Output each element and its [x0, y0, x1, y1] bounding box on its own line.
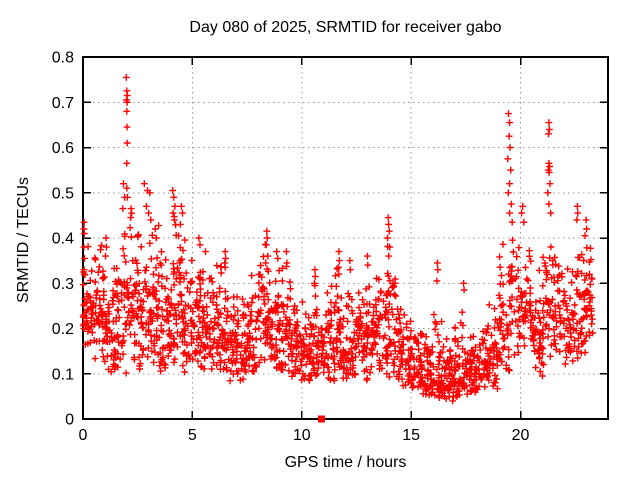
y-tick-label: 0.3 — [52, 276, 74, 293]
axis-ticks — [82, 56, 608, 420]
x-tick-label: 10 — [293, 427, 311, 444]
event-marker — [317, 415, 325, 423]
y-axis-label: SRMTID / TECUs — [15, 177, 32, 303]
y-tick-label: 0.1 — [52, 366, 74, 383]
x-tick-label: 20 — [512, 427, 530, 444]
x-axis-label: GPS time / hours — [284, 454, 407, 471]
grid — [83, 57, 608, 419]
data-points — [79, 74, 596, 405]
y-tick-labels: 0 0.1 0.2 0.3 0.4 0.5 0.6 0.7 0.8 — [52, 50, 74, 429]
x-tick-label: 0 — [79, 427, 88, 444]
y-tick-label: 0.4 — [52, 231, 74, 248]
y-tick-label: 0.2 — [52, 321, 74, 338]
y-tick-label: 0 — [65, 412, 74, 429]
y-tick-label: 0.7 — [52, 95, 74, 112]
x-tick-labels: 0 5 10 15 20 — [79, 427, 530, 444]
y-tick-label: 0.5 — [52, 185, 74, 202]
chart-title: Day 080 of 2025, SRMTID for receiver gab… — [189, 19, 502, 36]
y-tick-label: 0.6 — [52, 140, 74, 157]
x-tick-label: 15 — [402, 427, 420, 444]
x-tick-label: 5 — [188, 427, 197, 444]
y-tick-label: 0.8 — [52, 50, 74, 67]
